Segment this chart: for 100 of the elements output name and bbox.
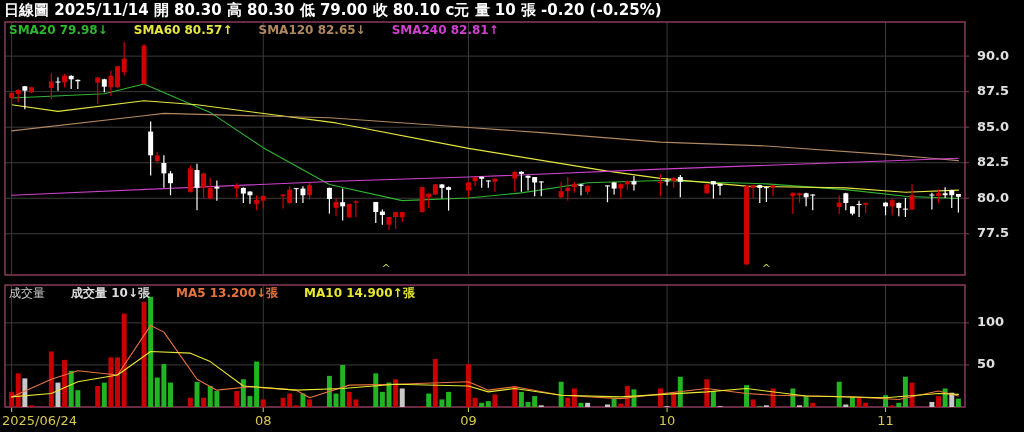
candlestick — [909, 183, 915, 211]
candlestick — [929, 192, 935, 211]
line-series — [11, 100, 959, 193]
bar — [62, 359, 68, 407]
bar — [929, 401, 935, 407]
candlestick — [512, 170, 518, 192]
bar — [479, 402, 485, 407]
candlestick — [214, 179, 220, 202]
candlestick — [631, 175, 637, 192]
bar — [896, 402, 902, 407]
candlestick — [55, 76, 61, 92]
candlestick — [657, 173, 663, 197]
bar — [492, 394, 498, 407]
bar — [201, 397, 207, 407]
bar — [677, 376, 683, 407]
line-series — [11, 83, 959, 202]
text: SMA60 80.57↑ — [133, 23, 233, 37]
candlestick — [565, 176, 571, 202]
bar — [22, 378, 28, 407]
bar — [710, 391, 716, 407]
bar — [399, 388, 405, 407]
candlestick — [326, 186, 332, 215]
candlestick — [121, 41, 127, 77]
bar — [187, 397, 193, 407]
bar — [955, 398, 961, 407]
candlestick — [492, 177, 498, 193]
bar — [254, 361, 260, 407]
candlestick — [48, 72, 54, 100]
bar — [485, 401, 491, 407]
bar — [307, 399, 313, 407]
bar — [849, 396, 855, 407]
bar — [558, 381, 564, 407]
bar — [936, 396, 941, 407]
x-tick-label: 09 — [460, 413, 477, 428]
bar — [260, 399, 266, 407]
candlestick — [750, 184, 756, 200]
y-tick-label: 90.0 — [977, 47, 1010, 63]
bar — [611, 398, 617, 407]
series-label: 成交量 10↓張 — [70, 286, 151, 300]
x-tick-label: 11 — [877, 413, 894, 428]
bar — [121, 313, 127, 407]
bar — [148, 296, 154, 407]
candlestick — [518, 170, 524, 193]
candlestick — [472, 176, 478, 187]
y-tick-label: 82.5 — [977, 154, 1010, 170]
x-tick-label: 10 — [658, 413, 676, 428]
bar — [379, 391, 385, 407]
y-tick-label: 100 — [977, 314, 1005, 330]
candlestick — [95, 76, 101, 105]
candlestick — [161, 154, 167, 189]
bar — [565, 397, 571, 407]
bar — [55, 382, 61, 407]
candlestick — [770, 184, 776, 197]
bar — [909, 382, 915, 407]
bar — [48, 351, 54, 407]
bar — [141, 301, 147, 407]
bar — [108, 357, 114, 407]
bar — [432, 359, 438, 407]
annotation: ^ — [761, 262, 771, 275]
chart-title: 日線圖 2025/11/14 開 80.30 高 80.30 低 79.00 收 80.10 c元 量 10 張 -0.20 (-0.25%) — [4, 1, 662, 19]
bar — [393, 379, 399, 407]
candlestick — [717, 183, 723, 196]
chart-title: 成交量 — [9, 286, 45, 300]
line-series — [11, 350, 959, 399]
y-tick-label: 50 — [977, 356, 996, 372]
candlestick — [558, 181, 564, 199]
candlestick — [677, 174, 683, 198]
annotation: ^ — [381, 262, 391, 275]
bar — [902, 376, 908, 407]
candlestick — [201, 172, 207, 200]
line-series — [11, 157, 959, 196]
y-tick-label: 87.5 — [977, 83, 1010, 99]
line-series — [11, 112, 959, 162]
y-tick-label: 77.5 — [977, 225, 1010, 241]
bar — [115, 357, 121, 407]
bar — [750, 399, 756, 407]
y-tick-label: 80.0 — [977, 189, 1010, 205]
candlestick — [578, 183, 584, 197]
candlestick — [115, 65, 121, 89]
bar — [373, 373, 379, 407]
candlestick — [207, 177, 213, 201]
bar — [300, 393, 306, 407]
candlestick — [187, 164, 193, 194]
bar — [704, 379, 710, 407]
bar — [518, 391, 524, 407]
bar — [810, 402, 816, 407]
bar — [803, 396, 809, 407]
text: SMA240 82.81↑ — [391, 23, 499, 37]
candlestick — [439, 183, 445, 200]
text: SMA20 79.98↓ — [9, 23, 108, 37]
text: SMA120 82.65↓ — [258, 23, 366, 37]
bar — [446, 391, 452, 407]
text: MA5 13.200↓張 — [175, 286, 280, 300]
candlestick — [664, 177, 670, 187]
candlestick — [300, 185, 306, 204]
bar — [439, 399, 445, 407]
bar — [472, 397, 478, 407]
bar — [101, 382, 107, 407]
candlestick — [836, 194, 842, 215]
bar — [744, 385, 749, 407]
